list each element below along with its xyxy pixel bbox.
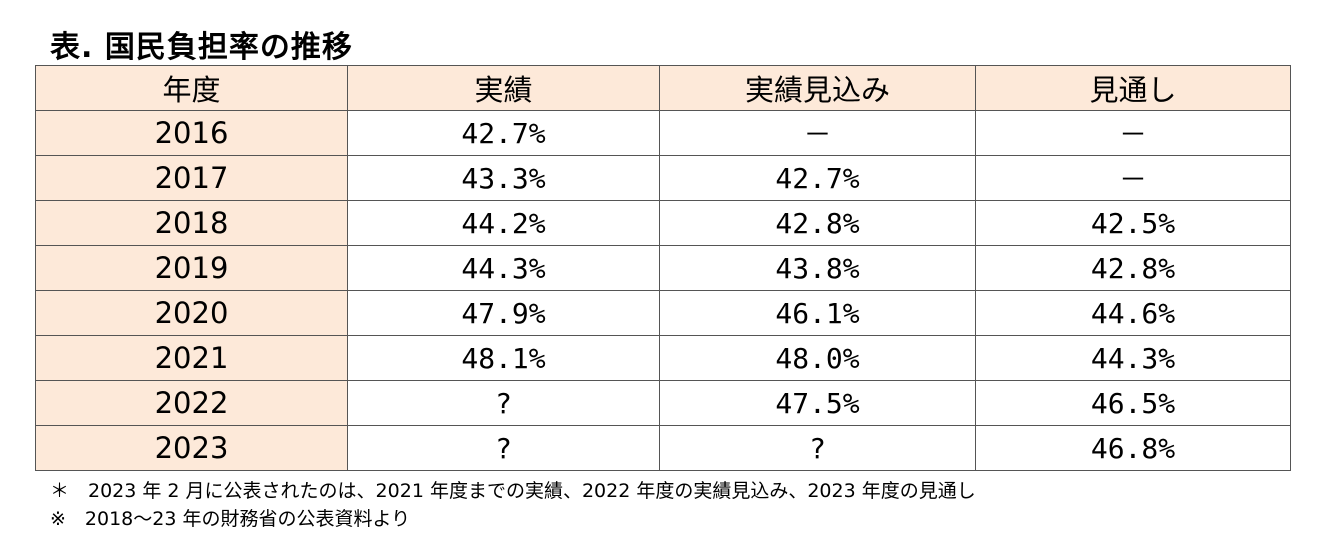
year-cell: 2019 (35, 245, 348, 291)
table-row: 2017 43.3% 42.7% － (35, 155, 1291, 201)
year-cell: 2020 (35, 290, 348, 336)
table-row: 2019 44.3% 43.8% 42.8% (35, 245, 1291, 291)
table-row: 2023 ? ? 46.8% (35, 425, 1291, 471)
forecast-cell: 44.6% (975, 290, 1291, 336)
estimate-cell: 43.8% (659, 245, 976, 291)
national-burden-rate-table: 年度 実績 実績見込み 見通し 2016 42.7% － － 2017 43.3… (35, 65, 1291, 471)
year-cell: 2016 (35, 110, 348, 156)
actual-cell: 47.9% (347, 290, 660, 336)
year-cell: 2018 (35, 200, 348, 246)
table-row: 2020 47.9% 46.1% 44.6% (35, 290, 1291, 336)
forecast-cell: 42.8% (975, 245, 1291, 291)
page-title: 表. 国民負担率の推移 (50, 30, 353, 65)
forecast-cell: 44.3% (975, 335, 1291, 381)
table-header-row: 年度 実績 実績見込み 見通し (35, 65, 1291, 111)
header-actual: 実績 (347, 65, 660, 111)
estimate-cell: 42.7% (659, 155, 976, 201)
estimate-cell: 47.5% (659, 380, 976, 426)
footnote-source: ※ 2018～23 年の財務省の公表資料より (50, 508, 411, 530)
header-forecast: 見通し (975, 65, 1291, 111)
year-cell: 2022 (35, 380, 348, 426)
actual-cell: ? (347, 380, 660, 426)
table-row: 2022 ? 47.5% 46.5% (35, 380, 1291, 426)
footnote-release: ＊ 2023 年 2 月に公表されたのは、2021 年度までの実績、2022 年… (50, 480, 976, 502)
table-row: 2021 48.1% 48.0% 44.3% (35, 335, 1291, 381)
header-estimate: 実績見込み (659, 65, 976, 111)
table-row: 2018 44.2% 42.8% 42.5% (35, 200, 1291, 246)
actual-cell: 42.7% (347, 110, 660, 156)
footnotes: ＊ 2023 年 2 月に公表されたのは、2021 年度までの実績、2022 年… (50, 477, 976, 533)
forecast-cell: 42.5% (975, 200, 1291, 246)
actual-cell: 43.3% (347, 155, 660, 201)
table-row: 2016 42.7% － － (35, 110, 1291, 156)
year-cell: 2021 (35, 335, 348, 381)
actual-cell: 44.3% (347, 245, 660, 291)
actual-cell: ? (347, 425, 660, 471)
forecast-cell: － (975, 110, 1291, 156)
forecast-cell: 46.8% (975, 425, 1291, 471)
year-cell: 2023 (35, 425, 348, 471)
estimate-cell: 48.0% (659, 335, 976, 381)
actual-cell: 48.1% (347, 335, 660, 381)
estimate-cell: 46.1% (659, 290, 976, 336)
year-cell: 2017 (35, 155, 348, 201)
forecast-cell: 46.5% (975, 380, 1291, 426)
estimate-cell: 42.8% (659, 200, 976, 246)
actual-cell: 44.2% (347, 200, 660, 246)
estimate-cell: ? (659, 425, 976, 471)
estimate-cell: － (659, 110, 976, 156)
header-year: 年度 (35, 65, 348, 111)
forecast-cell: － (975, 155, 1291, 201)
